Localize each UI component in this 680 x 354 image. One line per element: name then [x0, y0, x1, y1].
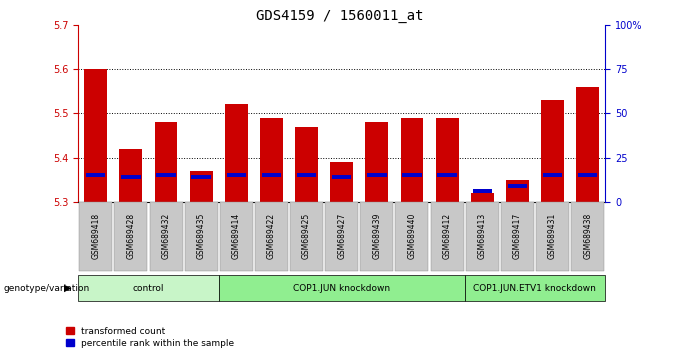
Bar — [365, 122, 388, 202]
Bar — [508, 184, 527, 188]
Bar — [86, 173, 105, 177]
Bar — [578, 173, 597, 177]
Text: genotype/variation: genotype/variation — [3, 284, 90, 293]
Text: GSM689432: GSM689432 — [162, 213, 171, 259]
Bar — [190, 171, 213, 202]
Text: ▶: ▶ — [64, 283, 71, 293]
Bar — [332, 175, 352, 179]
Bar — [506, 179, 529, 202]
Bar — [367, 173, 386, 177]
Bar — [84, 69, 107, 202]
Text: GSM689422: GSM689422 — [267, 213, 276, 259]
Text: GSM689440: GSM689440 — [407, 213, 416, 259]
Bar — [576, 87, 599, 202]
Bar — [156, 173, 175, 177]
Text: GSM689439: GSM689439 — [373, 213, 381, 259]
Text: GDS4159 / 1560011_at: GDS4159 / 1560011_at — [256, 9, 424, 23]
Bar — [436, 118, 458, 202]
Bar — [226, 173, 246, 177]
Bar — [154, 122, 177, 202]
Text: GSM689438: GSM689438 — [583, 213, 592, 259]
Bar — [473, 189, 492, 193]
Bar — [437, 173, 457, 177]
Text: GSM689414: GSM689414 — [232, 213, 241, 259]
Text: GSM689428: GSM689428 — [126, 213, 135, 259]
Bar — [543, 173, 562, 177]
Bar — [225, 104, 248, 202]
Bar — [403, 173, 422, 177]
Text: GSM689427: GSM689427 — [337, 213, 346, 259]
Text: GSM689431: GSM689431 — [548, 213, 557, 259]
Text: COP1.JUN knockdown: COP1.JUN knockdown — [293, 284, 390, 293]
Bar — [471, 193, 494, 202]
Legend: transformed count, percentile rank within the sample: transformed count, percentile rank withi… — [66, 327, 234, 348]
Text: control: control — [133, 284, 164, 293]
Text: GSM689413: GSM689413 — [478, 213, 487, 259]
Text: GSM689412: GSM689412 — [443, 213, 452, 259]
Text: GSM689417: GSM689417 — [513, 213, 522, 259]
Bar — [330, 162, 353, 202]
Text: GSM689425: GSM689425 — [302, 213, 311, 259]
Text: COP1.JUN.ETV1 knockdown: COP1.JUN.ETV1 knockdown — [473, 284, 596, 293]
Bar — [260, 118, 283, 202]
Bar — [121, 175, 141, 179]
Bar — [541, 100, 564, 202]
Bar — [297, 173, 316, 177]
Bar — [192, 175, 211, 179]
Bar — [262, 173, 281, 177]
Bar — [120, 149, 142, 202]
Bar — [401, 118, 424, 202]
Text: GSM689418: GSM689418 — [91, 213, 100, 259]
Text: GSM689435: GSM689435 — [197, 213, 205, 259]
Bar — [295, 126, 318, 202]
